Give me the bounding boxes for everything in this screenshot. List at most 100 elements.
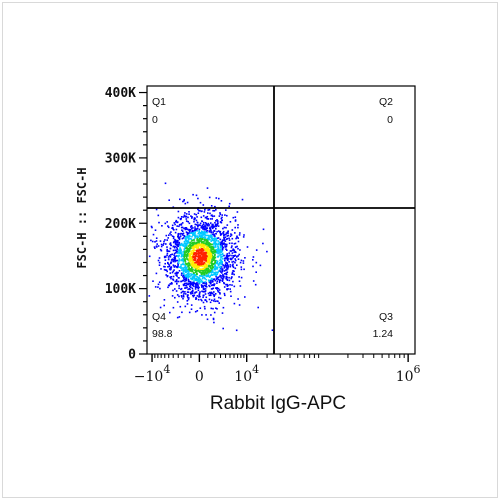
event-dot [177, 280, 180, 283]
event-dot [176, 275, 178, 277]
event-dot [213, 291, 215, 293]
event-dot [217, 223, 219, 225]
event-dot [176, 301, 179, 303]
event-dot [183, 248, 186, 250]
event-dot [227, 265, 230, 267]
event-dot [187, 228, 189, 231]
event-dot [211, 257, 214, 259]
event-dot [187, 298, 190, 301]
event-dot [168, 264, 171, 266]
event-dot [255, 271, 257, 273]
event-dot [223, 239, 225, 241]
event-dot [192, 233, 195, 235]
event-dot [191, 278, 193, 281]
event-dot [171, 282, 173, 285]
event-dot [171, 258, 174, 260]
event-dot [213, 235, 215, 237]
event-dot [218, 266, 221, 269]
event-dot [188, 268, 190, 270]
event-dot [201, 220, 204, 223]
event-dot [210, 214, 213, 217]
event-dot [181, 296, 183, 298]
event-dot [188, 222, 191, 225]
event-dot [198, 231, 201, 233]
event-dot [211, 252, 214, 254]
event-dot [218, 296, 220, 299]
event-dot [185, 251, 187, 253]
event-dot [200, 261, 202, 263]
event-dot [174, 257, 177, 260]
event-dot [219, 231, 221, 234]
event-dot [214, 300, 217, 303]
event-dot [257, 306, 259, 309]
event-dot [200, 279, 203, 282]
event-dot [194, 232, 196, 234]
event-dot [198, 229, 200, 232]
event-dot [190, 250, 192, 253]
event-dot [229, 288, 231, 290]
event-dot [199, 280, 201, 283]
event-dot [172, 306, 175, 309]
event-dot [182, 258, 185, 260]
event-dot [184, 255, 186, 257]
event-dot [178, 243, 180, 246]
event-dot [184, 291, 186, 293]
event-dot [214, 256, 217, 259]
event-dot [211, 277, 213, 280]
event-dot [235, 329, 238, 332]
event-dot [188, 266, 190, 269]
event-dot [152, 280, 154, 282]
event-dot [172, 260, 174, 263]
event-dot [169, 256, 172, 258]
event-dot [185, 274, 187, 276]
event-dot [198, 248, 200, 251]
event-dot [216, 250, 218, 253]
event-dot [214, 237, 217, 240]
event-dot [175, 271, 178, 274]
event-dot [226, 237, 229, 240]
event-dot [208, 231, 211, 233]
event-dot [194, 243, 197, 245]
event-dot [217, 243, 220, 246]
event-dot [203, 305, 206, 308]
event-dot [169, 247, 172, 250]
event-dot [204, 228, 206, 231]
event-dot [202, 255, 205, 257]
event-dot [252, 265, 254, 268]
event-dot [225, 233, 227, 236]
event-dot [228, 237, 230, 240]
event-dot [216, 271, 218, 274]
event-dot [182, 295, 185, 298]
event-dot [237, 224, 239, 226]
event-dot [234, 246, 237, 248]
event-dot [210, 252, 213, 254]
event-dot [229, 284, 231, 286]
event-dot [209, 275, 212, 277]
event-dot [222, 306, 225, 309]
event-dot [210, 226, 213, 228]
event-dot [212, 243, 215, 245]
event-dot [205, 314, 207, 316]
event-dot [213, 271, 215, 274]
event-dot [185, 276, 187, 279]
event-dot [228, 279, 231, 282]
event-dot [233, 270, 235, 273]
event-dot [194, 233, 196, 235]
event-dot [225, 255, 228, 258]
event-dot [182, 251, 184, 253]
event-dot [165, 256, 167, 258]
event-dot [228, 255, 230, 257]
event-dot [218, 281, 221, 284]
event-dot [152, 233, 155, 236]
event-dot [206, 249, 209, 251]
event-dot [183, 273, 185, 275]
event-dot [215, 268, 218, 270]
event-dot [222, 227, 224, 230]
event-dot [217, 264, 220, 267]
event-dot [207, 209, 209, 211]
event-dot [183, 282, 186, 285]
event-dot [217, 230, 220, 232]
event-dot [211, 248, 214, 251]
event-dot [225, 243, 228, 246]
event-dot [192, 276, 194, 279]
